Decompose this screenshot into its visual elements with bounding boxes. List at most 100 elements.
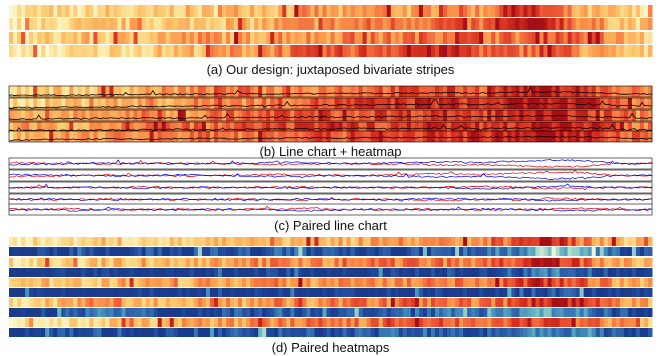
stripe-a-1-cell	[370, 18, 376, 30]
stripe-b-4-cell	[451, 131, 456, 142]
stripe-a-3-cell	[13, 45, 18, 57]
stripe-d-1-cell	[439, 247, 444, 256]
stripe-d-3-cell	[169, 268, 175, 277]
stripe-d-0-cell	[13, 237, 18, 246]
stripe-d-9-cell	[85, 328, 90, 337]
stripe-a-0-cell	[471, 5, 476, 17]
stripe-d-6-cell	[386, 298, 392, 307]
stripe-d-8-cell	[226, 318, 231, 327]
stripe-a-1-cell	[242, 18, 247, 30]
stripe-b-3-cell	[338, 122, 344, 133]
stripe-b-4-cell	[318, 131, 323, 142]
stripe-d-5-cell	[306, 288, 311, 297]
stripe-a-2-cell	[117, 32, 123, 44]
stripe-a-0-cell	[623, 5, 629, 17]
stripe-d-8-cell	[298, 318, 303, 327]
stripe-b-2-cell	[254, 110, 259, 121]
stripe-d-0-cell	[354, 237, 360, 246]
stripe-d-0-cell	[338, 237, 344, 246]
stripe-d-2-cell	[177, 258, 183, 267]
stripe-d-7-cell	[254, 308, 259, 317]
stripe-a-1-cell	[619, 18, 625, 30]
stripe-d-5-cell	[439, 288, 444, 297]
stripe-b-4-cell	[326, 131, 331, 142]
stripe-a-1-cell	[306, 18, 311, 30]
stripe-d-5-cell	[447, 288, 452, 297]
stripe-d-9-cell	[507, 328, 512, 337]
stripe-b-0-cell	[282, 86, 287, 97]
stripe-b-1-cell	[430, 98, 436, 109]
stripe-d-4-cell	[201, 278, 207, 287]
stripe-d-4-cell	[370, 278, 376, 287]
stripe-a-2-cell	[414, 32, 420, 44]
stripe-d-1-cell	[173, 247, 179, 256]
stripe-a-1-cell	[129, 18, 135, 30]
stripe-a-3-cell	[402, 45, 408, 57]
stripe-d-7-cell	[390, 308, 396, 317]
stripe-d-3-cell	[21, 268, 26, 277]
stripe-a-2-cell	[201, 32, 207, 44]
stripe-d-5-cell	[422, 288, 428, 297]
stripe-d-4-cell	[113, 278, 119, 287]
stripe-d-0-cell	[559, 237, 565, 246]
stripe-b-2-cell	[471, 110, 476, 121]
stripe-b-1-cell	[73, 98, 78, 109]
stripe-d-0-cell	[173, 237, 179, 246]
stripe-d-8-cell	[535, 318, 540, 327]
stripe-d-5-cell	[133, 288, 139, 297]
stripe-d-7-cell	[487, 308, 492, 317]
stripe-a-1-cell	[41, 18, 46, 30]
stripe-b-4-cell	[9, 131, 14, 142]
stripe-d-9-cell	[463, 328, 468, 337]
stripe-d-3-cell	[430, 268, 436, 277]
stripe-d-0-cell	[591, 237, 597, 246]
stripe-d-1-cell	[503, 247, 508, 256]
stripe-b-3-cell	[426, 122, 432, 133]
stripe-b-4-cell	[242, 131, 247, 142]
stripe-d-4-cell	[519, 278, 524, 287]
stripe-d-2-cell	[507, 258, 512, 267]
stripe-a-1-cell	[125, 18, 131, 30]
stripe-d-2-cell	[69, 258, 74, 267]
stripe-a-2-cell	[430, 32, 436, 44]
stripe-a-3-cell	[623, 45, 629, 57]
stripe-a-1-cell	[611, 18, 617, 30]
stripe-b-2-cell	[290, 110, 295, 121]
stripe-d-2-cell	[354, 258, 360, 267]
stripe-a-2-cell	[25, 32, 30, 44]
stripe-d-4-cell	[326, 278, 331, 287]
stripe-a-3-cell	[463, 45, 468, 57]
stripe-d-2-cell	[306, 258, 311, 267]
stripe-a-1-cell	[105, 18, 110, 30]
stripe-d-9-cell	[358, 328, 364, 337]
stripe-b-0-cell	[9, 86, 14, 97]
stripe-a-2-cell	[515, 32, 520, 44]
stripe-b-4-cell	[414, 131, 420, 142]
stripe-d-6-cell	[294, 298, 299, 307]
stripe-d-9-cell	[286, 328, 291, 337]
stripe-d-5-cell	[571, 288, 577, 297]
stripe-d-3-cell	[507, 268, 512, 277]
stripe-d-5-cell	[398, 288, 404, 297]
stripe-b-3-cell	[583, 122, 589, 133]
stripe-d-2-cell	[302, 258, 307, 267]
line-b-1	[8, 99, 653, 109]
stripe-a-1-cell	[97, 18, 102, 30]
stripe-b-0-cell	[611, 86, 617, 97]
stripe-d-9-cell	[443, 328, 448, 337]
stripe-d-4-cell	[33, 278, 38, 287]
stripe-b-1-cell	[189, 98, 195, 109]
stripe-a-0-cell	[495, 5, 500, 17]
stripe-d-2-cell	[209, 258, 215, 267]
stripe-d-2-cell	[366, 258, 372, 267]
stripe-d-5-cell	[539, 288, 544, 297]
stripe-a-3-cell	[643, 45, 649, 57]
stripe-d-3-cell	[230, 268, 235, 277]
stripe-a-1-cell	[262, 18, 267, 30]
stripe-b-2-cell	[169, 110, 175, 121]
stripe-d-8-cell	[539, 318, 544, 327]
stripe-d-4-cell	[378, 278, 384, 287]
stripe-a-1-cell	[483, 18, 488, 30]
stripe-b-0-cell	[394, 86, 400, 97]
stripe-b-1-cell	[61, 98, 66, 109]
